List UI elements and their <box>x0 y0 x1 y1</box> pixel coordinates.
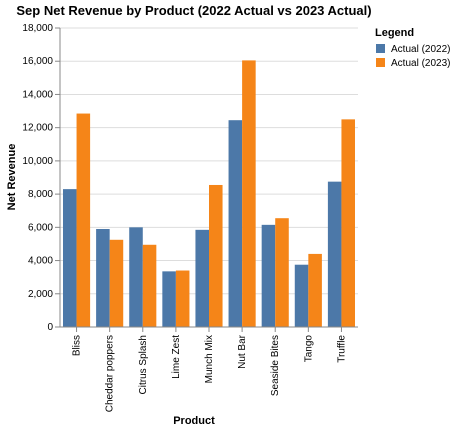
bar <box>162 271 176 327</box>
bars <box>63 60 355 328</box>
x-tick-label: Nut Bar <box>237 334 248 369</box>
bar <box>76 113 91 327</box>
bar <box>341 119 355 327</box>
bar <box>261 224 276 327</box>
y-tick-label: 12,000 <box>22 123 53 134</box>
legend-swatch <box>376 44 385 53</box>
y-tick-label: 8,000 <box>28 189 53 200</box>
y-tick-label: 0 <box>47 322 53 333</box>
y-tick-label: 16,000 <box>22 56 53 67</box>
bar <box>195 229 209 327</box>
x-tick-label: Cheddar poppers <box>105 335 116 412</box>
y-tick-label: 4,000 <box>28 256 53 267</box>
x-tick-label: Bliss <box>72 335 83 356</box>
y-tick-label: 18,000 <box>22 23 53 34</box>
bar <box>109 239 124 327</box>
legend-label: Actual (2022) <box>391 44 450 55</box>
bar <box>275 218 289 327</box>
bar <box>142 244 157 327</box>
x-tick-label: Munch Mix <box>204 335 215 383</box>
y-tick-label: 10,000 <box>22 156 53 167</box>
bar <box>63 189 77 327</box>
x-tick-label: Lime Zest <box>171 335 182 379</box>
y-tick-label: 6,000 <box>28 222 53 233</box>
bar <box>209 184 223 327</box>
bar <box>129 227 143 327</box>
legend-title: Legend <box>375 27 414 39</box>
bar <box>96 228 110 327</box>
y-axis: 0 2,000 4,000 6,000 8,000 10,000 12,000 14,000 1… <box>22 23 61 333</box>
y-tick-label: 14,000 <box>22 89 53 100</box>
x-axis-title: Product <box>173 415 215 427</box>
legend-swatch <box>376 58 385 67</box>
y-tick-label: 2,000 <box>28 289 53 300</box>
x-tick-label: Citrus Splash <box>138 335 149 394</box>
bar <box>294 264 309 327</box>
bar <box>327 181 342 327</box>
legend-label: Actual (2023) <box>391 58 450 69</box>
bar <box>308 253 322 327</box>
legend: Legend Actual (2022) Actual (2023) <box>375 27 450 69</box>
bar <box>175 270 190 327</box>
x-tick-label: Seaside Bites <box>270 335 281 396</box>
x-tick-label: Truffle <box>336 335 347 363</box>
chart-title: Sep Net Revenue by Product (2022 Actual … <box>16 3 371 18</box>
x-axis: Bliss Cheddar poppers Citrus Splash Lime Ze… <box>60 326 358 412</box>
y-axis-title: Net Revenue <box>6 144 18 211</box>
bar <box>242 60 256 328</box>
bar <box>228 120 243 327</box>
x-tick-label: Tango <box>303 335 314 363</box>
